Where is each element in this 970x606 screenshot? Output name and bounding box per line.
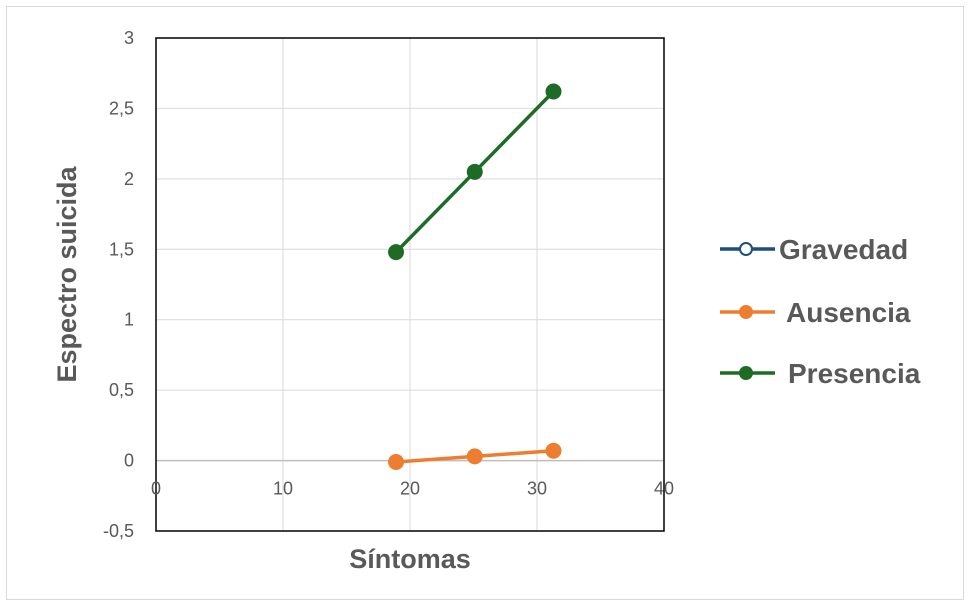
y-tick-label: 2,5: [109, 98, 134, 118]
data-point-presencia: [388, 244, 405, 261]
data-point-ausencia: [466, 448, 483, 465]
chart-frame: [6, 6, 964, 600]
y-tick-label: -0,5: [103, 521, 134, 541]
x-tick-label: 30: [527, 479, 547, 499]
series: [388, 83, 562, 470]
tick-labels: -0,500,511,522,530 10 20 30 40: [103, 28, 674, 541]
y-axis-title: Espectro suicida: [52, 165, 82, 382]
y-tick-label: 2: [124, 169, 134, 189]
legend-label-gravedad: Gravedad: [779, 234, 908, 265]
y-tick-label: 1: [124, 310, 134, 330]
legend: Gravedad Ausencia Presencia: [720, 234, 921, 389]
legend-marker-ausencia: [739, 305, 753, 319]
y-tick-label: 0,5: [109, 380, 134, 400]
x-axis-title: Síntomas: [349, 544, 471, 574]
y-tick-label: 1,5: [109, 239, 134, 259]
data-point-ausencia: [545, 442, 562, 459]
legend-label-ausencia: Ausencia: [786, 297, 911, 328]
plot-area-border: [155, 37, 665, 532]
data-point-presencia: [545, 83, 562, 100]
grid-lines: [155, 37, 665, 532]
x-tick-label: 40: [654, 479, 674, 499]
x-tick-label: 0: [151, 479, 161, 499]
legend-label-presencia: Presencia: [788, 358, 921, 389]
y-tick-label: 3: [124, 28, 134, 48]
x-tick-label: 20: [400, 479, 420, 499]
data-point-presencia: [466, 163, 483, 180]
x-tick-label: 10: [273, 479, 293, 499]
y-tick-label: 0: [124, 451, 134, 471]
data-point-ausencia: [388, 453, 405, 470]
legend-marker-presencia: [739, 366, 753, 380]
legend-marker-gravedad: [739, 242, 753, 256]
